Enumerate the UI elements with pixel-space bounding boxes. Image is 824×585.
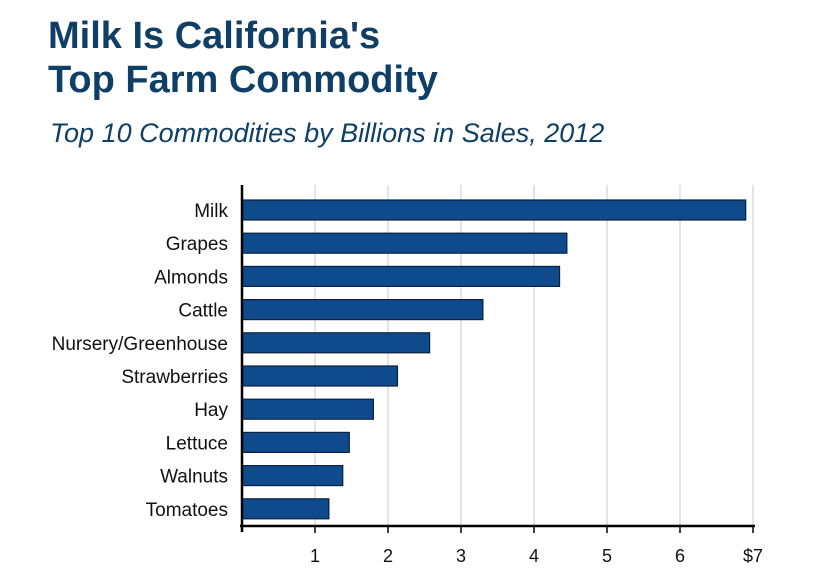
x-tick-label: 4: [529, 546, 539, 566]
chart-subtitle: Top 10 Commodities by Billions in Sales,…: [50, 118, 605, 148]
bar-almonds: [241, 265, 561, 287]
title-line-2: Top Farm Commodity: [48, 59, 438, 101]
x-tick-labels: 1 2 3 4 5 6 $7: [310, 546, 763, 566]
title-line-1: Milk Is California's: [48, 15, 381, 57]
category-label: Cattle: [178, 301, 228, 322]
category-label: Tomatoes: [146, 500, 228, 521]
chart-title: Milk Is California's Top Farm Commodity: [48, 14, 438, 102]
category-label: Hay: [194, 400, 228, 421]
x-tick-label: $7: [743, 546, 763, 566]
category-label: Milk: [194, 201, 228, 222]
bar-lettuce: [241, 431, 350, 453]
bar-nursery-greenhouse: [241, 332, 431, 354]
bar-tomatoes: [241, 498, 330, 520]
bar-cattle: [241, 299, 484, 321]
bars: [241, 199, 747, 520]
bar-milk: [241, 199, 747, 221]
x-tick-label: 6: [675, 546, 685, 566]
x-tick-label: 3: [456, 546, 466, 566]
category-label: Strawberries: [121, 367, 228, 388]
bar-grapes: [241, 232, 568, 254]
category-label: Almonds: [154, 267, 228, 288]
x-tick-label: 5: [602, 546, 612, 566]
category-label: Lettuce: [166, 433, 228, 454]
bar-strawberries: [241, 365, 399, 387]
category-labels: Milk Grapes Almonds Cattle Nursery/Greenhous…: [52, 201, 229, 521]
category-label: Walnuts: [160, 467, 228, 488]
x-tick-label: 1: [310, 546, 320, 566]
category-label: Nursery/Greenhouse: [52, 334, 228, 355]
bar-walnuts: [241, 465, 344, 487]
x-tick-label: 2: [383, 546, 393, 566]
axes: [240, 185, 755, 533]
bar-hay: [241, 398, 374, 420]
category-label: Grapes: [166, 234, 228, 255]
